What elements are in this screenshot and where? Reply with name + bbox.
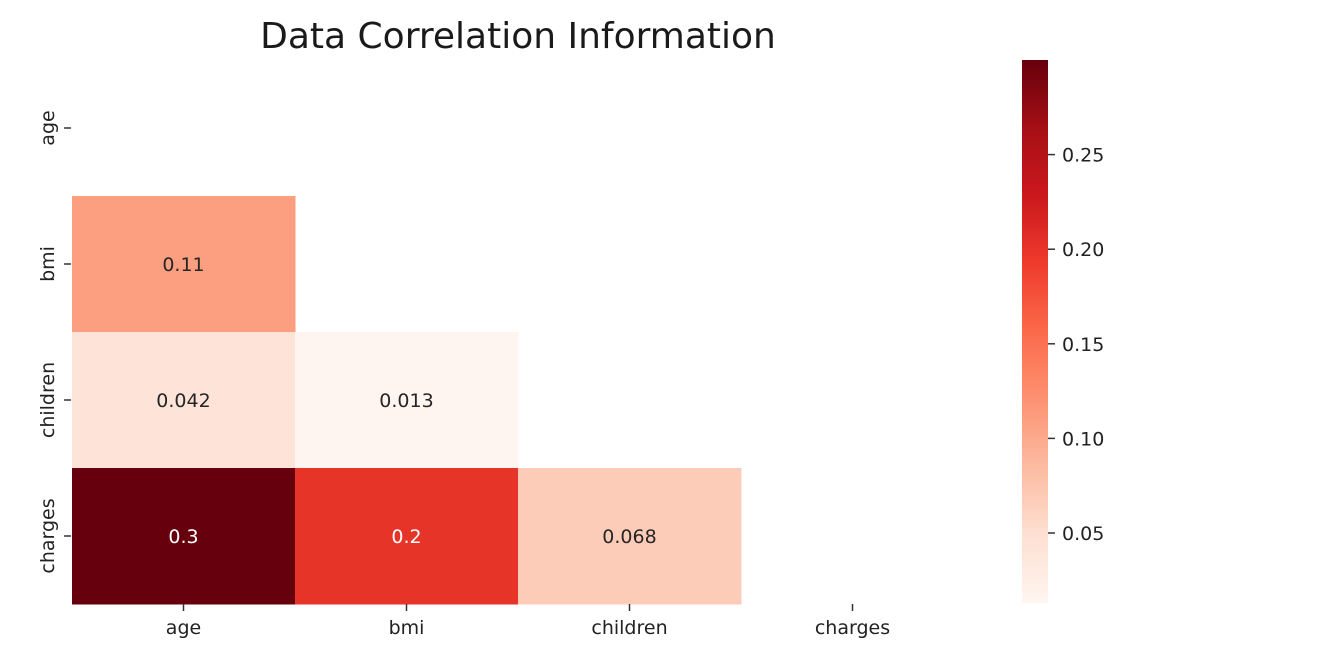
axis-ticks: age bmi children charges age bmi children charg… [37, 110, 890, 639]
colorbar-tick-label: 0.20 [1062, 239, 1104, 261]
colorbar-tick-label: 0.10 [1062, 428, 1104, 450]
cell-value-label: 0.3 [168, 526, 198, 548]
y-tick-label-bmi: bmi [37, 246, 59, 282]
cell-value-label: 0.11 [162, 254, 204, 276]
heatmap-cell-charges-age [72, 468, 296, 605]
y-tick-label-charges: charges [37, 498, 59, 573]
y-tick-label-age: age [37, 110, 59, 145]
cell-value-label: 0.042 [156, 390, 210, 412]
x-tick-label-charges: charges [815, 617, 890, 639]
colorbar-tick-label: 0.15 [1062, 334, 1104, 356]
colorbar-tick-label: 0.25 [1062, 145, 1104, 167]
heatmap-cell-children-bmi [295, 332, 519, 469]
x-tick-label-children: children [591, 617, 667, 639]
heatmap-cell-charges-children [518, 468, 742, 605]
colorbar: 0.05 0.10 0.15 0.20 0.25 [1022, 60, 1104, 603]
heatmap-cells: 0.11 0.042 0.013 0.3 0.2 0.068 [72, 196, 742, 605]
cell-value-label: 0.2 [391, 526, 421, 548]
colorbar-tick-label: 0.05 [1062, 523, 1104, 545]
cell-value-label: 0.068 [602, 526, 656, 548]
x-tick-label-age: age [166, 617, 201, 639]
cell-value-label: 0.013 [379, 390, 433, 412]
colorbar-gradient [1022, 60, 1048, 603]
x-tick-label-bmi: bmi [389, 617, 425, 639]
heatmap-cell-bmi-age [72, 196, 296, 333]
heatmap-cell-children-age [72, 332, 296, 469]
y-tick-label-children: children [37, 362, 59, 438]
chart-title: Data Correlation Information [260, 16, 776, 57]
heatmap-cell-charges-bmi [295, 468, 519, 605]
